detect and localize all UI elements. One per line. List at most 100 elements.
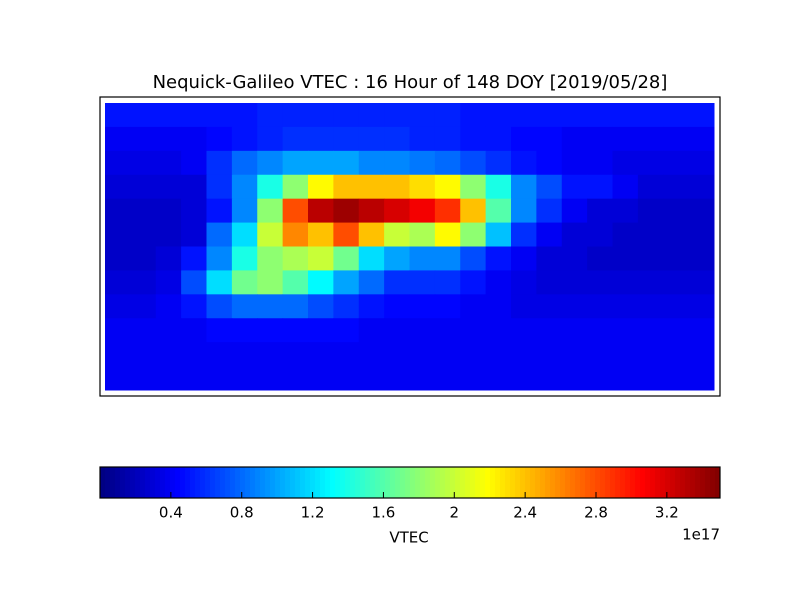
- colorbar-swatch: [100, 467, 106, 498]
- heat-cell: [587, 174, 613, 200]
- heat-cell: [155, 174, 182, 200]
- heat-cell: [536, 174, 563, 200]
- colorbar-swatch: [135, 467, 141, 498]
- colorbar-swatch: [540, 467, 546, 498]
- heat-cell: [384, 103, 410, 128]
- heat-cell: [105, 246, 131, 271]
- heat-cell: [511, 366, 537, 391]
- colorbar-swatch: [330, 467, 336, 498]
- heat-cell: [688, 222, 715, 247]
- heat-cell: [536, 222, 563, 247]
- heat-cell: [663, 270, 690, 295]
- heat-cell: [434, 222, 461, 247]
- colorbar-swatch: [325, 467, 331, 498]
- heat-cell: [485, 270, 512, 295]
- colorbar-tick-label: 1.6: [371, 504, 395, 522]
- colorbar-swatch: [600, 467, 606, 498]
- colorbar-swatch: [260, 467, 266, 498]
- colorbar-swatch: [255, 467, 261, 498]
- heat-cell: [206, 318, 233, 343]
- heat-cell: [130, 174, 157, 200]
- heat-cell: [358, 318, 385, 343]
- colorbar-swatch: [555, 467, 561, 498]
- colorbar-swatch: [480, 467, 486, 498]
- heat-cell: [688, 270, 715, 295]
- heat-cell: [460, 318, 487, 343]
- heat-cell: [612, 174, 639, 200]
- heat-cell: [434, 103, 461, 128]
- heat-cell: [358, 246, 385, 271]
- colorbar-swatch: [675, 467, 681, 498]
- heat-cell: [511, 174, 537, 200]
- heat-cell: [206, 126, 233, 152]
- heat-cell: [333, 246, 360, 271]
- heat-cell: [105, 318, 131, 343]
- heat-cell: [561, 222, 588, 247]
- heat-cell: [637, 174, 664, 200]
- heat-cell: [308, 270, 334, 295]
- colorbar-swatch: [440, 467, 446, 498]
- heat-cell: [282, 198, 309, 224]
- colorbar-swatch: [200, 467, 206, 498]
- heat-cell: [181, 103, 207, 128]
- colorbar-swatch: [170, 467, 176, 498]
- heat-cell: [282, 342, 309, 367]
- heat-cell: [434, 294, 461, 319]
- colorbar-swatch: [140, 467, 146, 498]
- heat-cell: [384, 294, 410, 319]
- heat-cell: [206, 174, 233, 200]
- heat-cell: [231, 318, 258, 343]
- heat-cell: [384, 318, 410, 343]
- heat-cell: [434, 198, 461, 224]
- heat-cell: [637, 150, 664, 176]
- colorbar-swatch: [350, 467, 356, 498]
- heat-cell: [358, 174, 385, 200]
- heat-cell: [409, 366, 436, 391]
- heat-cell: [637, 103, 664, 128]
- heat-cell: [358, 270, 385, 295]
- heat-cell: [561, 366, 588, 391]
- heat-cell: [282, 174, 309, 200]
- heat-cell: [663, 246, 690, 271]
- heat-cell: [688, 294, 715, 319]
- colorbar-swatch: [625, 467, 631, 498]
- heat-cell: [206, 222, 233, 247]
- heat-cell: [434, 246, 461, 271]
- heat-cell: [434, 174, 461, 200]
- colorbar-swatch: [205, 467, 211, 498]
- colorbar-swatch: [385, 467, 391, 498]
- heat-cell: [155, 126, 182, 152]
- heat-cell: [257, 294, 284, 319]
- colorbar-swatch: [110, 467, 116, 498]
- colorbar-swatch: [400, 467, 406, 498]
- heat-cell: [282, 103, 309, 128]
- colorbar-swatch: [655, 467, 661, 498]
- colorbar-tick-label: 2: [450, 504, 460, 522]
- heat-cell: [485, 198, 512, 224]
- heat-cell: [333, 342, 360, 367]
- colorbar-swatch: [635, 467, 641, 498]
- colorbar-swatch: [195, 467, 201, 498]
- heat-cell: [536, 342, 563, 367]
- heat-cell: [663, 294, 690, 319]
- colorbar-swatch: [215, 467, 221, 498]
- heat-cell: [155, 318, 182, 343]
- colorbar-swatch: [500, 467, 506, 498]
- heat-cell: [511, 294, 537, 319]
- heat-cell: [663, 126, 690, 152]
- heat-cell: [257, 126, 284, 152]
- heat-cell: [409, 150, 436, 176]
- heat-cell: [282, 150, 309, 176]
- colorbar-swatch: [685, 467, 691, 498]
- heat-cell: [308, 150, 334, 176]
- heat-cell: [409, 270, 436, 295]
- colorbar-swatch: [115, 467, 121, 498]
- heat-cell: [358, 342, 385, 367]
- heat-cell: [587, 198, 613, 224]
- heat-cell: [688, 174, 715, 200]
- heat-cell: [460, 198, 487, 224]
- colorbar-swatch: [295, 467, 301, 498]
- colorbar-swatch: [670, 467, 676, 498]
